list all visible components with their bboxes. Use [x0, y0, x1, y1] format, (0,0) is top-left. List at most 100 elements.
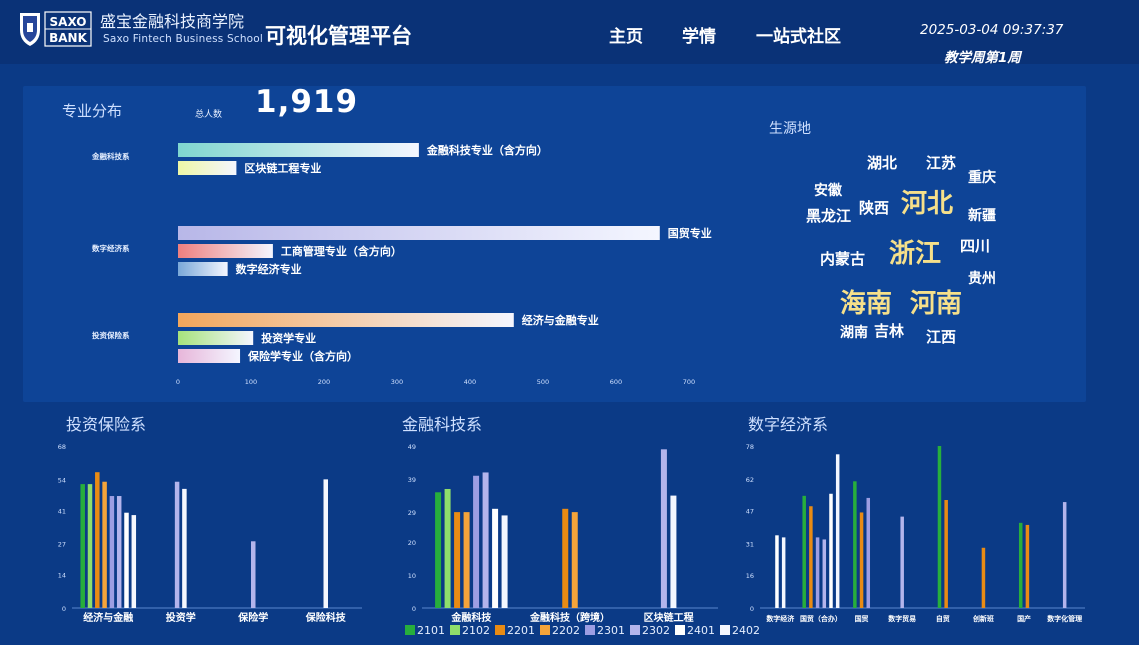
origin-word: 江西 [926, 328, 957, 346]
class-bar [781, 537, 786, 608]
class-bar [492, 508, 499, 608]
fintech-dept-chart: 0 10 20 29 39 49 金融科技 金融科技（跨境） 区块链工程 [408, 443, 718, 624]
class-bar [116, 496, 122, 608]
legend-item[interactable]: 2302 [630, 624, 670, 637]
major-bar-label: 工商管理专业（含方向） [281, 244, 402, 258]
legend-item[interactable]: 2101 [405, 624, 445, 637]
class-bar [102, 481, 107, 608]
legend-label: 2101 [417, 624, 445, 637]
major-distribution-title: 专业分布 [62, 102, 123, 120]
origin-word: 江苏 [926, 154, 957, 172]
legend-item[interactable]: 2202 [540, 624, 580, 637]
total-label: 总人数 [195, 110, 223, 120]
origin-word: 湖南 [840, 325, 868, 341]
y-tick-label: 20 [408, 539, 416, 547]
major-bar [178, 313, 514, 327]
class-bar [454, 512, 461, 608]
legend-item[interactable]: 2301 [585, 624, 625, 637]
class-bar [80, 484, 85, 608]
legend-item[interactable]: 2201 [495, 624, 535, 637]
legend-swatch [585, 625, 595, 635]
major-bar-label: 国贸专业 [668, 226, 712, 240]
y-tick-label: 47 [746, 507, 754, 515]
nav-community[interactable]: 一站式社区 [756, 27, 841, 47]
major-bar [178, 226, 660, 240]
chart-title-fintech: 金融科技系 [402, 415, 483, 434]
class-bar [944, 500, 948, 608]
category-label: 创新班 [972, 614, 994, 623]
x-tick-label: 700 [683, 378, 695, 386]
category-label: 数字化管理 [1047, 614, 1082, 623]
y-tick-label: 0 [412, 605, 416, 613]
legend-label: 2102 [462, 624, 490, 637]
class-bar [482, 472, 489, 608]
nav-home[interactable]: 主页 [609, 27, 643, 47]
origin-word: 陕西 [859, 199, 890, 217]
legend-item[interactable]: 2102 [450, 624, 490, 637]
major-bar-label: 数字经济专业 [236, 262, 302, 276]
y-tick-label: 29 [408, 509, 416, 517]
x-tick-label: 500 [537, 378, 549, 386]
x-tick-label: 600 [610, 378, 622, 386]
chart-title-digital: 数字经济系 [748, 415, 829, 434]
dept-label: 投资保险系 [92, 330, 130, 340]
class-bar [174, 481, 180, 608]
class-bar [660, 449, 667, 608]
svg-text:BANK: BANK [49, 31, 87, 45]
category-label: 国贸 [855, 614, 869, 623]
legend-item[interactable]: 2401 [675, 624, 715, 637]
class-bar [1062, 502, 1067, 608]
y-tick-label: 14 [58, 572, 66, 580]
class-bar [853, 481, 857, 608]
y-tick-label: 54 [58, 476, 66, 484]
class-bar [829, 493, 833, 608]
origin-word: 河北 [901, 189, 954, 219]
origin-word: 黑龙江 [806, 207, 852, 225]
class-bar [473, 475, 480, 608]
class-bar [670, 495, 677, 608]
legend-item[interactable]: 2402 [720, 624, 760, 637]
svg-text:SAXO: SAXO [50, 15, 87, 29]
class-bar [124, 512, 129, 608]
legend-swatch [720, 625, 730, 635]
legend-label: 2402 [732, 624, 760, 637]
chart-title-investment: 投资保险系 [66, 415, 147, 434]
major-bar [178, 161, 237, 175]
x-tick-label: 200 [318, 378, 330, 386]
class-bar [815, 537, 820, 608]
y-tick-label: 0 [750, 605, 754, 613]
origin-word: 重庆 [968, 170, 996, 186]
origin-word: 海南 [840, 289, 893, 319]
nav-study[interactable]: 学情 [682, 27, 716, 47]
y-tick-label: 10 [408, 572, 416, 580]
category-label: 经济与金融 [83, 611, 133, 624]
legend-label: 2301 [597, 624, 625, 637]
legend-swatch [495, 625, 505, 635]
origin-word: 安徽 [814, 183, 842, 199]
class-bar [109, 496, 115, 608]
x-tick-label: 400 [464, 378, 476, 386]
major-bar [178, 262, 228, 276]
legend-label: 2202 [552, 624, 580, 637]
teaching-week: 教学周第1周 [944, 50, 1021, 66]
category-label: 保险科技 [305, 611, 347, 624]
major-bar-label: 投资学专业 [261, 331, 316, 345]
y-tick-label: 41 [58, 507, 66, 515]
class-bar [435, 492, 442, 608]
y-tick-label: 49 [408, 443, 416, 451]
class-bar [571, 512, 578, 608]
major-bar-label: 金融科技专业（含方向） [426, 143, 548, 157]
origin-word: 贵州 [968, 271, 996, 287]
category-label: 数字经济 [766, 614, 795, 623]
major-bar-label: 区块链工程专业 [244, 161, 321, 175]
origin-word: 湖北 [867, 154, 898, 172]
datetime: 2025-03-04 09:37:37 [920, 22, 1064, 38]
origin-title: 生源地 [769, 121, 811, 137]
y-tick-label: 78 [746, 443, 754, 451]
class-bar [463, 512, 470, 608]
class-bar [822, 539, 827, 608]
x-tick-label: 0 [176, 378, 180, 386]
category-label: 投资学 [166, 611, 196, 624]
legend-label: 2201 [507, 624, 535, 637]
category-label: 国贸（合办） [800, 614, 842, 623]
